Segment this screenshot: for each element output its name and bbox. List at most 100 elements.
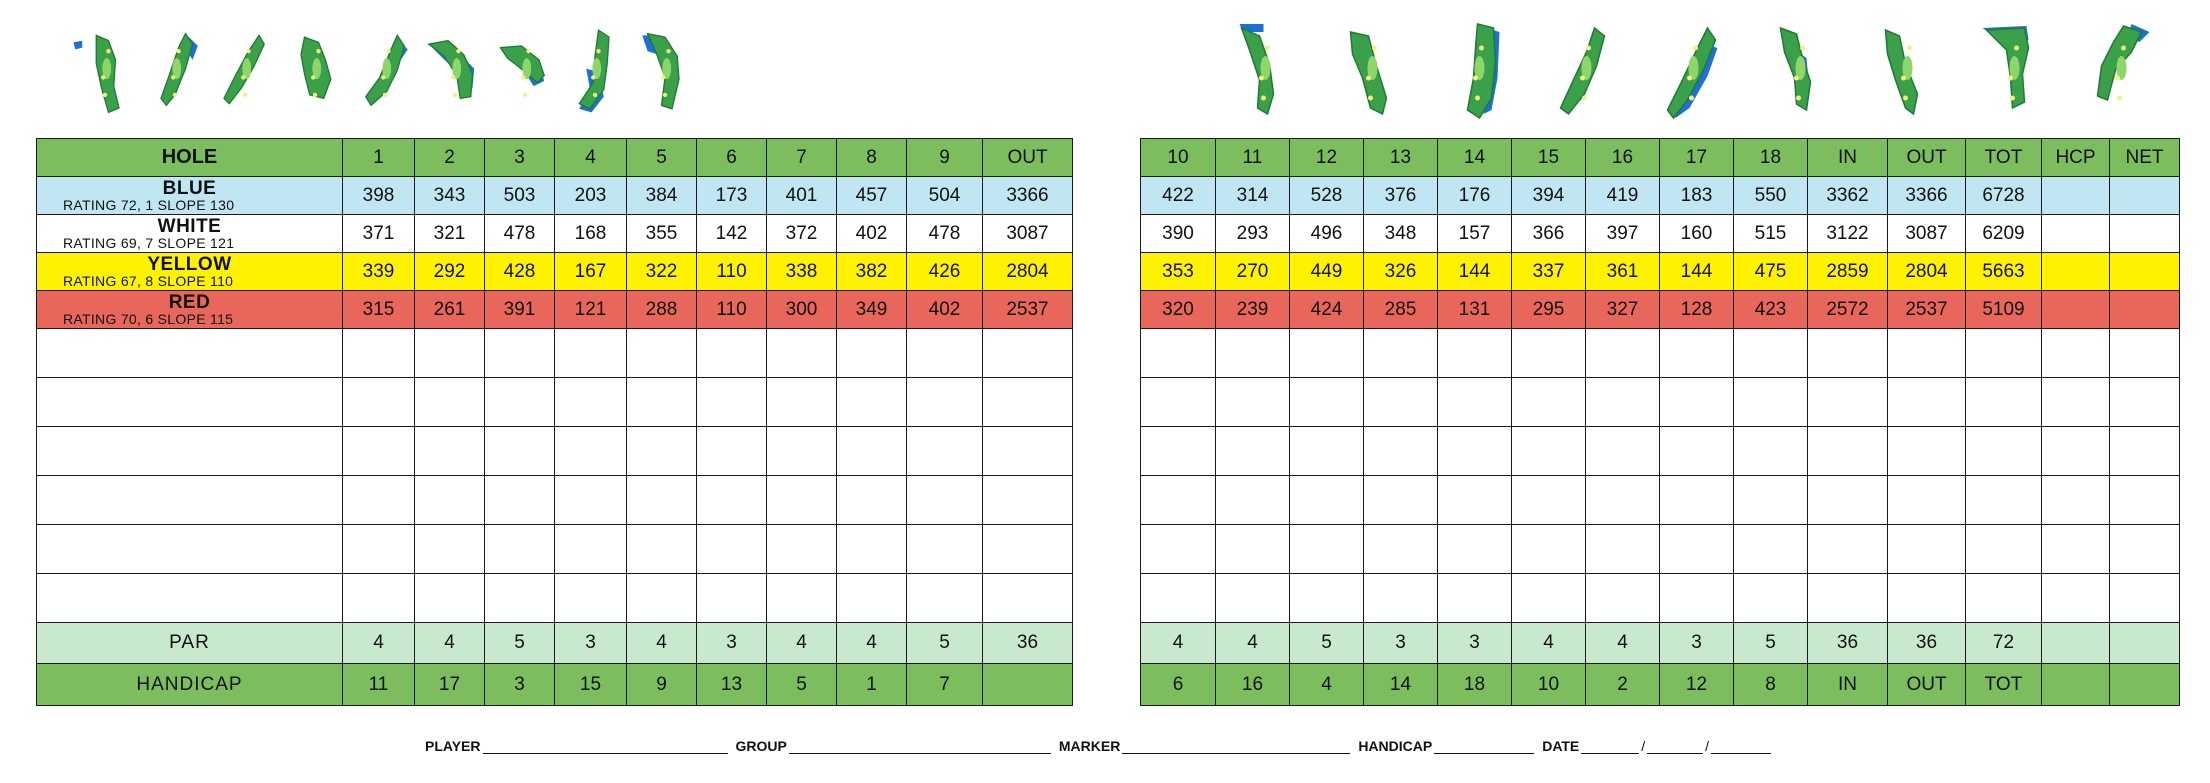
score-cell[interactable] (1511, 475, 1586, 525)
score-cell[interactable] (414, 524, 485, 574)
score-cell[interactable] (1733, 573, 1808, 623)
score-cell[interactable] (1215, 426, 1290, 476)
score-cell[interactable] (2041, 475, 2110, 525)
score-cell[interactable] (554, 426, 627, 476)
score-cell[interactable] (1511, 426, 1586, 476)
score-cell[interactable] (2041, 524, 2110, 574)
score-cell[interactable] (906, 328, 983, 378)
score-cell[interactable] (1511, 377, 1586, 427)
score-cell[interactable] (1140, 524, 1216, 574)
score-cell[interactable] (484, 524, 555, 574)
score-cell[interactable] (1363, 573, 1438, 623)
score-cell[interactable] (1807, 377, 1888, 427)
score-cell[interactable] (626, 524, 697, 574)
score-cell[interactable] (836, 377, 907, 427)
score-cell[interactable] (1585, 573, 1660, 623)
score-cell[interactable] (1511, 524, 1586, 574)
score-cell[interactable] (1215, 328, 1290, 378)
score-cell[interactable] (836, 475, 907, 525)
player-name-cell[interactable] (36, 377, 343, 427)
score-cell[interactable] (906, 524, 983, 574)
score-cell[interactable] (906, 426, 983, 476)
score-cell[interactable] (414, 377, 485, 427)
score-cell[interactable] (2109, 524, 2180, 574)
score-cell[interactable] (414, 328, 485, 378)
score-cell[interactable] (696, 573, 767, 623)
score-cell[interactable] (1585, 475, 1660, 525)
score-cell[interactable] (1437, 377, 1512, 427)
score-cell[interactable] (1585, 524, 1660, 574)
score-cell[interactable] (1659, 524, 1734, 574)
score-cell[interactable] (836, 426, 907, 476)
player-name-cell[interactable] (36, 426, 343, 476)
score-cell[interactable] (554, 573, 627, 623)
score-cell[interactable] (906, 573, 983, 623)
score-cell[interactable] (1733, 328, 1808, 378)
score-cell[interactable] (1215, 377, 1290, 427)
score-cell[interactable] (1807, 573, 1888, 623)
score-cell[interactable] (1659, 328, 1734, 378)
score-cell[interactable] (1887, 426, 1966, 476)
score-cell[interactable] (766, 328, 837, 378)
score-cell[interactable] (696, 426, 767, 476)
score-cell[interactable] (836, 328, 907, 378)
score-cell[interactable] (1965, 377, 2042, 427)
score-cell[interactable] (1215, 475, 1290, 525)
score-cell[interactable] (1363, 426, 1438, 476)
score-cell[interactable] (1140, 573, 1216, 623)
score-cell[interactable] (696, 475, 767, 525)
marker-field[interactable] (1122, 739, 1351, 754)
score-cell[interactable] (554, 328, 627, 378)
score-cell[interactable] (1659, 377, 1734, 427)
score-cell[interactable] (554, 475, 627, 525)
score-cell[interactable] (1289, 573, 1364, 623)
score-cell[interactable] (982, 475, 1073, 525)
score-cell[interactable] (1140, 328, 1216, 378)
score-cell[interactable] (766, 573, 837, 623)
score-cell[interactable] (696, 328, 767, 378)
score-cell[interactable] (414, 426, 485, 476)
score-cell[interactable] (2041, 377, 2110, 427)
group-field[interactable] (788, 739, 1051, 754)
score-cell[interactable] (484, 377, 555, 427)
score-cell[interactable] (766, 377, 837, 427)
score-cell[interactable] (906, 475, 983, 525)
score-cell[interactable] (342, 573, 415, 623)
score-cell[interactable] (1585, 328, 1660, 378)
score-cell[interactable] (626, 328, 697, 378)
score-cell[interactable] (1965, 475, 2042, 525)
score-cell[interactable] (2109, 328, 2180, 378)
score-cell[interactable] (1437, 426, 1512, 476)
score-cell[interactable] (2041, 328, 2110, 378)
score-cell[interactable] (1807, 426, 1888, 476)
score-cell[interactable] (342, 328, 415, 378)
score-cell[interactable] (1733, 475, 1808, 525)
date-day-field[interactable] (1647, 739, 1704, 754)
score-cell[interactable] (2041, 573, 2110, 623)
score-cell[interactable] (1140, 377, 1216, 427)
score-cell[interactable] (1363, 475, 1438, 525)
score-cell[interactable] (1437, 573, 1512, 623)
score-cell[interactable] (1807, 475, 1888, 525)
score-cell[interactable] (1289, 328, 1364, 378)
score-cell[interactable] (342, 475, 415, 525)
score-cell[interactable] (1363, 524, 1438, 574)
score-cell[interactable] (484, 328, 555, 378)
score-cell[interactable] (1511, 328, 1586, 378)
score-cell[interactable] (342, 524, 415, 574)
player-field[interactable] (482, 739, 728, 754)
score-cell[interactable] (484, 573, 555, 623)
score-cell[interactable] (1807, 328, 1888, 378)
score-cell[interactable] (1437, 475, 1512, 525)
score-cell[interactable] (696, 377, 767, 427)
score-cell[interactable] (1140, 426, 1216, 476)
score-cell[interactable] (1289, 524, 1364, 574)
score-cell[interactable] (982, 377, 1073, 427)
score-cell[interactable] (1733, 524, 1808, 574)
score-cell[interactable] (342, 377, 415, 427)
score-cell[interactable] (1585, 426, 1660, 476)
score-cell[interactable] (766, 426, 837, 476)
score-cell[interactable] (1511, 573, 1586, 623)
score-cell[interactable] (1140, 475, 1216, 525)
score-cell[interactable] (1289, 377, 1364, 427)
